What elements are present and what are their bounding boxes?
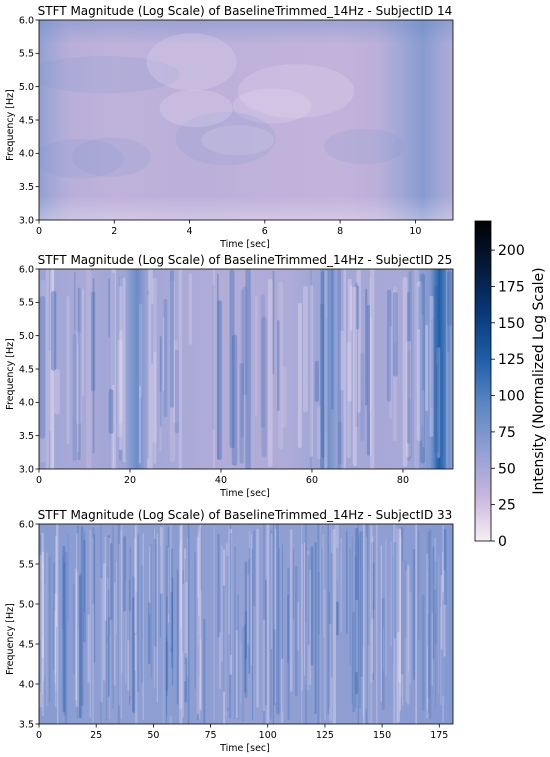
colorbar-tick-label-1: 25 bbox=[498, 498, 516, 514]
x-tick-label-3-2: 50 bbox=[147, 730, 159, 741]
y-tick-label-3-1: 4.0 bbox=[19, 679, 34, 690]
y-tick-label-1-3: 4.5 bbox=[19, 115, 34, 126]
x-tick-label-2-4: 80 bbox=[397, 475, 409, 486]
colorbar-tick-label-8: 200 bbox=[498, 243, 525, 259]
y-tick-label-2-4: 5.0 bbox=[19, 331, 34, 342]
colorbar: 0 25 50 75 100 125 150 175 200 Intensity (Normal… bbox=[474, 220, 547, 550]
x-tick-label-2-1: 20 bbox=[124, 475, 136, 486]
colorbar-gradient bbox=[474, 220, 492, 542]
x-tick-label-2-3: 60 bbox=[306, 475, 318, 486]
y-tick-label-1-4: 5.0 bbox=[19, 82, 34, 93]
spectrogram-texture-3 bbox=[39, 524, 453, 724]
panel-title-3: STFT Magnitude (Log Scale) of BaselineTr… bbox=[38, 508, 453, 522]
x-axis-label-1: Time [sec] bbox=[219, 239, 270, 250]
x-tick-label-3-1: 25 bbox=[90, 730, 102, 741]
x-tick-label-3-3: 75 bbox=[205, 730, 217, 741]
x-tick-label-1-1: 2 bbox=[111, 226, 117, 237]
panel-title-1: STFT Magnitude (Log Scale) of BaselineTr… bbox=[38, 4, 453, 18]
x-tick-label-3-5: 125 bbox=[316, 730, 334, 741]
spectrogram-panel-2: STFT Magnitude (Log Scale) of BaselineTr… bbox=[5, 253, 454, 499]
colorbar-ticks: 0 25 50 75 100 125 150 175 200 bbox=[491, 243, 525, 550]
x-tick-label-1-3: 6 bbox=[262, 226, 268, 237]
colorbar-tick-label-7: 175 bbox=[498, 279, 525, 295]
y-tick-label-1-6: 6.0 bbox=[19, 15, 34, 26]
y-tick-label-3-5: 6.0 bbox=[19, 519, 34, 530]
x-tick-label-1-0: 0 bbox=[36, 226, 42, 237]
x-tick-label-3-4: 100 bbox=[259, 730, 277, 741]
spectrogram-heatmap-2 bbox=[39, 269, 453, 469]
y-tick-label-2-5: 5.5 bbox=[19, 298, 34, 309]
x-tick-label-3-0: 0 bbox=[36, 730, 42, 741]
x-tick-label-3-7: 175 bbox=[430, 730, 448, 741]
y-tick-label-1-2: 4.0 bbox=[19, 149, 34, 160]
x-tick-label-2-0: 0 bbox=[36, 475, 42, 486]
spectrogram-heatmap-3 bbox=[39, 524, 453, 724]
colorbar-tick-label-2: 50 bbox=[498, 461, 516, 477]
y-axis-label-3: Frequency [Hz] bbox=[5, 603, 16, 675]
x-tick-label-3-6: 150 bbox=[373, 730, 391, 741]
y-tick-label-2-6: 6.0 bbox=[19, 264, 34, 275]
x-tick-label-2-2: 40 bbox=[215, 475, 227, 486]
colorbar-tick-label-3: 75 bbox=[498, 425, 516, 441]
y-tick-label-1-0: 3.0 bbox=[19, 215, 34, 226]
spectrogram-texture-2 bbox=[39, 269, 453, 469]
spectrogram-panel-1: STFT Magnitude (Log Scale) of BaselineTr… bbox=[5, 4, 454, 250]
y-tick-label-1-1: 3.5 bbox=[19, 182, 34, 193]
y-tick-label-1-5: 5.5 bbox=[19, 49, 34, 60]
y-axis-label-2: Frequency [Hz] bbox=[5, 338, 16, 410]
y-tick-label-2-2: 4.0 bbox=[19, 398, 34, 409]
x-tick-label-1-2: 4 bbox=[187, 226, 193, 237]
colorbar-label: Intensity (Normalized Log Scale) bbox=[531, 267, 547, 494]
y-tick-label-3-4: 5.5 bbox=[19, 559, 34, 570]
y-tick-label-3-0: 3.5 bbox=[19, 719, 34, 730]
plot-frame-3 bbox=[38, 523, 454, 725]
spectrogram-panel-3: STFT Magnitude (Log Scale) of BaselineTr… bbox=[5, 508, 454, 754]
y-tick-label-2-0: 3.0 bbox=[19, 464, 34, 475]
colorbar-tick-label-6: 150 bbox=[498, 316, 525, 332]
x-axis-label-2: Time [sec] bbox=[219, 488, 270, 499]
colorbar-tick-label-0: 0 bbox=[498, 534, 507, 550]
y-tick-label-2-3: 4.5 bbox=[19, 364, 34, 375]
y-tick-label-2-1: 3.5 bbox=[19, 431, 34, 442]
panel-title-2: STFT Magnitude (Log Scale) of BaselineTr… bbox=[38, 253, 453, 267]
colorbar-tick-label-5: 125 bbox=[498, 352, 525, 368]
x-tick-label-1-4: 8 bbox=[337, 226, 343, 237]
y-tick-label-3-3: 5.0 bbox=[19, 599, 34, 610]
y-axis-label-1: Frequency [Hz] bbox=[5, 89, 16, 161]
x-axis-label-3: Time [sec] bbox=[219, 743, 270, 754]
x-tick-label-1-5: 10 bbox=[409, 226, 421, 237]
spectrogram-texture-1 bbox=[39, 20, 453, 220]
colorbar-tick-label-4: 100 bbox=[498, 389, 525, 405]
y-tick-label-3-2: 4.5 bbox=[19, 639, 34, 650]
